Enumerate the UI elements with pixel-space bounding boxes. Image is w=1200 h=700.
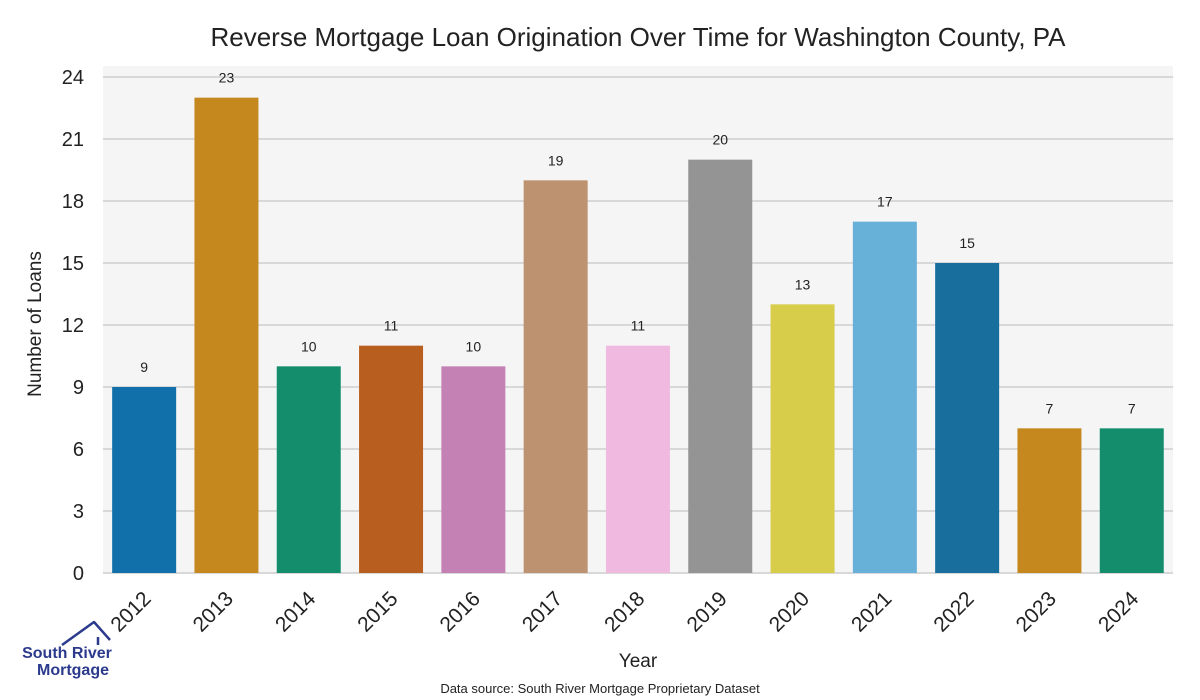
data-label-2016: 10 (466, 338, 482, 354)
data-label-2019: 20 (712, 132, 728, 148)
x-tick-label-2016: 2016 (436, 587, 485, 636)
data-label-2022: 15 (959, 235, 975, 251)
y-tick-label: 9 (73, 377, 84, 399)
x-tick-label-2022: 2022 (929, 587, 978, 636)
y-tick-label: 6 (73, 439, 84, 461)
y-axis-label: Number of Loans (25, 251, 46, 397)
x-tick-label-2015: 2015 (353, 587, 402, 636)
x-tick-label-2020: 2020 (765, 587, 814, 636)
x-tick-label-2014: 2014 (271, 587, 321, 637)
y-tick-label: 18 (62, 191, 84, 213)
x-tick-label-2024: 2024 (1094, 587, 1144, 637)
bar-2015 (359, 345, 424, 573)
data-label-2012: 9 (140, 359, 148, 375)
y-tick-label: 12 (62, 315, 84, 337)
x-tick-label-2021: 2021 (847, 587, 896, 636)
y-axis-ticks: 0 3 6 9 12 15 18 21 24 (62, 67, 84, 585)
y-tick-label: 0 (73, 563, 84, 585)
data-label-2024: 7 (1128, 400, 1136, 416)
bar-2023 (1017, 428, 1082, 573)
bar-2012 (112, 387, 177, 573)
y-tick-label: 24 (62, 67, 84, 89)
data-label-2017: 19 (548, 152, 564, 168)
x-axis-ticks: 2012 2013 2014 2015 2016 2017 2018 2019 2020 2021… (106, 587, 1143, 637)
data-label-2018: 11 (631, 318, 646, 334)
data-label-2014: 10 (301, 338, 317, 354)
bar-2013 (194, 97, 259, 574)
bar-2022 (935, 263, 1000, 573)
x-tick-label-2019: 2019 (682, 587, 731, 636)
x-tick-label-2018: 2018 (600, 587, 649, 636)
data-label-2015: 11 (384, 318, 399, 334)
bar-2014 (276, 366, 341, 573)
data-label-2021: 17 (877, 194, 893, 210)
bar-2016 (441, 366, 506, 573)
bar-2017 (523, 180, 588, 574)
y-tick-label: 21 (62, 129, 84, 151)
data-labels: 9 23 10 11 10 19 11 20 13 17 15 7 7 (140, 70, 1136, 417)
house-roof-icon (61, 620, 111, 647)
data-label-2020: 13 (795, 276, 811, 292)
data-label-2013: 23 (219, 70, 235, 86)
bar-2024 (1099, 428, 1164, 573)
x-tick-label-2012: 2012 (106, 587, 155, 636)
chart-title: Reverse Mortgage Loan Origination Over T… (210, 22, 1066, 52)
x-axis-label: Year (619, 651, 658, 672)
y-tick-label: 3 (73, 501, 84, 523)
data-source-note: Data source: South River Mortgage Propri… (440, 681, 760, 696)
logo-text-line2: Mortgage (37, 662, 109, 679)
bar-2018 (605, 345, 670, 573)
x-tick-label-2013: 2013 (189, 587, 238, 636)
bar-2019 (688, 159, 753, 573)
x-tick-label-2017: 2017 (518, 587, 567, 636)
logo-text-line1: South River (22, 645, 112, 662)
x-tick-label-2023: 2023 (1012, 587, 1061, 636)
data-label-2023: 7 (1046, 400, 1054, 416)
y-tick-label: 15 (62, 253, 84, 275)
bars (112, 97, 1164, 574)
bar-2020 (770, 304, 835, 573)
company-logo: South River Mortgage (22, 620, 112, 679)
bar-2021 (852, 221, 917, 573)
